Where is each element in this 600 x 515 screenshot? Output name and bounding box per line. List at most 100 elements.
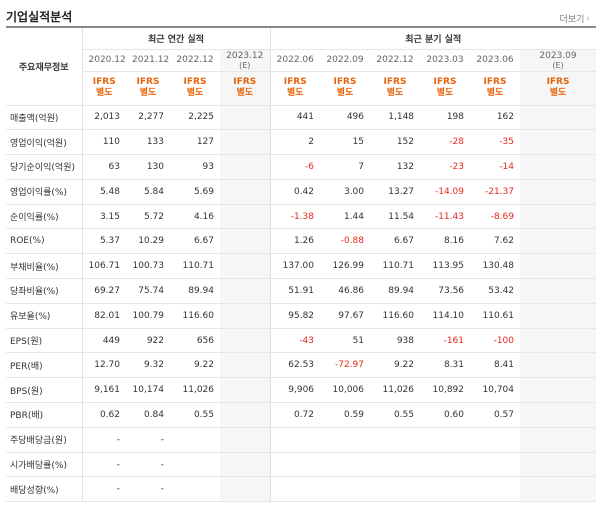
table-cell — [220, 452, 271, 478]
table-cell — [520, 278, 597, 304]
ifrs-label: IFRS — [433, 77, 457, 87]
table-cell: 2,013 — [82, 105, 126, 131]
table-cell: 5.72 — [126, 204, 170, 230]
table-cell: 5.84 — [126, 178, 170, 205]
row-label: 순이익률(%) — [6, 204, 83, 230]
table-cell — [520, 228, 597, 255]
table-cell: -0.88 — [320, 228, 371, 255]
table-cell: 106.71 — [82, 253, 126, 280]
period-header: 2023.06 — [470, 49, 521, 72]
table-cell — [220, 204, 271, 230]
table-cell: 100.73 — [126, 253, 170, 280]
table-cell: - — [82, 452, 126, 478]
ifrs-label: IFRS — [136, 77, 160, 87]
label-column-header: 주요재무정보 — [6, 26, 83, 106]
table-cell: 2,225 — [170, 105, 220, 131]
table-cell — [520, 154, 597, 180]
table-cell: 9.22 — [370, 352, 421, 379]
table-cell: 922 — [126, 327, 170, 354]
table-cell: -100 — [470, 327, 521, 354]
table-cell: 6.67 — [370, 228, 421, 255]
table-row: EPS(원) 449 922 656 -43 51 938 -161 -100 — [6, 327, 597, 354]
table-cell — [520, 426, 597, 453]
table-cell — [520, 105, 597, 131]
table-cell: -11.43 — [420, 204, 471, 230]
table-cell: 12.70 — [82, 352, 126, 379]
table-cell: 198 — [420, 105, 471, 131]
table-cell: 130 — [126, 154, 170, 180]
table-row: PER(배) 12.70 9.32 9.22 62.53 -72.97 9.22 8.31 8.… — [6, 352, 597, 379]
table-cell — [170, 476, 220, 503]
more-link[interactable]: 더보기 › — [560, 12, 590, 26]
table-cell: 8.41 — [470, 352, 521, 379]
table-row: PBR(배) 0.62 0.84 0.55 0.72 0.59 0.55 0.60 0.57 — [6, 402, 597, 428]
period-label: 2022.12 — [176, 55, 214, 65]
basis-label: 별도 — [186, 88, 204, 98]
row-label: BPS(원) — [6, 377, 83, 404]
table-row: 영업이익(억원) 110 133 127 2 15 152 -28 -35 — [6, 129, 597, 156]
table-cell: 496 — [320, 105, 371, 131]
table-cell — [220, 352, 271, 379]
table-cell — [220, 402, 271, 428]
table-cell: 2,277 — [126, 105, 170, 131]
table-cell: 11,026 — [370, 377, 421, 404]
table-cell: 15 — [320, 129, 371, 156]
table-cell — [220, 327, 271, 354]
table-cell — [170, 426, 220, 453]
table-cell — [270, 452, 321, 478]
ifrs-header: IFRS 별도 — [470, 71, 521, 106]
table-row: ROE(%) 5.37 10.29 6.67 1.26 -0.88 6.67 8.16 7.62 — [6, 228, 597, 255]
period-label: 2021.12 — [132, 55, 170, 65]
table-cell: 3.15 — [82, 204, 126, 230]
table-cell: 127 — [170, 129, 220, 156]
table-cell: 9.32 — [126, 352, 170, 379]
table-cell: - — [126, 476, 170, 503]
table-cell — [520, 303, 597, 329]
table-cell: -23 — [420, 154, 471, 180]
row-label: 유보율(%) — [6, 303, 83, 329]
basis-label: 별도 — [386, 88, 404, 98]
table-cell: 10,704 — [470, 377, 521, 404]
table-cell: 13.27 — [370, 178, 421, 205]
table-cell — [470, 476, 521, 503]
table-cell: - — [82, 426, 126, 453]
header-group-row: 주요재무정보 최근 연간 실적 최근 분기 실적 — [6, 26, 597, 106]
table-cell — [220, 105, 271, 131]
table-cell — [520, 129, 597, 156]
table-cell — [220, 253, 271, 280]
table-cell: 152 — [370, 129, 421, 156]
basis-label: 별도 — [436, 88, 454, 98]
table-cell — [520, 204, 597, 230]
table-cell: 10.29 — [126, 228, 170, 255]
table-row: 영업이익률(%) 5.48 5.84 5.69 0.42 3.00 13.27 -14.09-… — [6, 178, 597, 205]
table-cell — [220, 129, 271, 156]
table-cell — [520, 327, 597, 354]
table-cell: 133 — [126, 129, 170, 156]
table-cell: -14.09 — [420, 178, 471, 205]
table-cell: 132 — [370, 154, 421, 180]
table-cell — [220, 377, 271, 404]
table-cell: -35 — [470, 129, 521, 156]
table-cell: 0.72 — [270, 402, 321, 428]
table-cell: 89.94 — [370, 278, 421, 304]
table-cell — [470, 452, 521, 478]
table-cell: 5.48 — [82, 178, 126, 205]
table-cell — [220, 178, 271, 205]
table-cell: 116.60 — [170, 303, 220, 329]
table-cell: 0.42 — [270, 178, 321, 205]
table-cell: 9.22 — [170, 352, 220, 379]
table-cell: 62.53 — [270, 352, 321, 379]
table-cell — [170, 452, 220, 478]
table-row: 배당성향(%) - - — [6, 476, 597, 503]
ifrs-header: IFRS 별도 — [270, 71, 321, 106]
chevron-right-icon: › — [586, 13, 590, 24]
table-cell — [520, 253, 597, 280]
basis-label: 별도 — [549, 88, 567, 98]
ifrs-label: IFRS — [483, 77, 507, 87]
table-cell: 0.57 — [470, 402, 521, 428]
basis-label: 별도 — [139, 88, 157, 98]
table-cell: 449 — [82, 327, 126, 354]
table-cell — [220, 426, 271, 453]
row-label: PBR(배) — [6, 402, 83, 428]
table-cell: 0.55 — [170, 402, 220, 428]
